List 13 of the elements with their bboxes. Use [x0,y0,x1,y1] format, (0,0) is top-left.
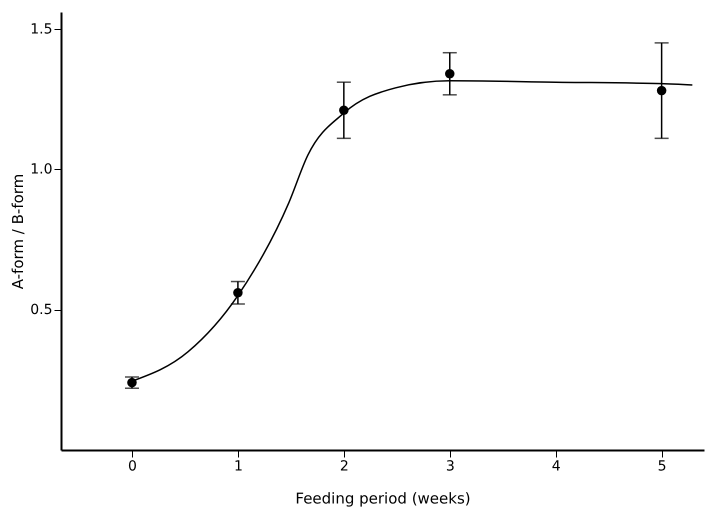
x-tick-label: 3 [446,458,455,474]
x-axis-title: Feeding period (weeks) [295,490,471,508]
x-tick-label: 2 [340,458,349,474]
y-tick-label: 1.5 [30,21,52,38]
y-tick-label: 1.0 [30,162,52,178]
x-tick-label: 4 [552,458,561,474]
point [445,69,455,79]
x-tick-label: 1 [234,458,243,474]
y-tick-label: 0.5 [30,302,52,318]
point [656,86,666,96]
x-tick-label: 5 [658,458,667,474]
x-tick-label: 0 [128,458,137,474]
y-axis-title: A-form / B-form [9,174,28,290]
